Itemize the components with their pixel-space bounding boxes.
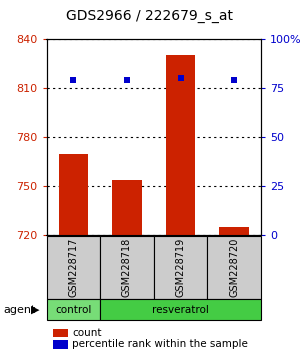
Text: GSM228719: GSM228719 bbox=[176, 238, 186, 297]
Text: agent: agent bbox=[3, 305, 35, 315]
Bar bbox=[154, 236, 207, 299]
Text: resveratrol: resveratrol bbox=[152, 305, 209, 315]
Bar bbox=[166, 55, 195, 235]
Text: GDS2966 / 222679_s_at: GDS2966 / 222679_s_at bbox=[67, 9, 233, 23]
Bar bbox=[112, 180, 142, 235]
Text: percentile rank within the sample: percentile rank within the sample bbox=[72, 339, 248, 349]
Text: GSM228717: GSM228717 bbox=[68, 238, 78, 297]
Bar bbox=[207, 236, 261, 299]
Bar bbox=[58, 154, 88, 235]
Bar bbox=[219, 227, 249, 235]
Bar bbox=[46, 299, 100, 320]
Bar bbox=[100, 236, 154, 299]
Text: ▶: ▶ bbox=[31, 305, 40, 315]
Text: control: control bbox=[55, 305, 92, 315]
Text: GSM228718: GSM228718 bbox=[122, 238, 132, 297]
Bar bbox=[100, 299, 261, 320]
Bar bbox=[46, 236, 100, 299]
Text: count: count bbox=[72, 328, 101, 338]
Text: GSM228720: GSM228720 bbox=[229, 238, 239, 297]
